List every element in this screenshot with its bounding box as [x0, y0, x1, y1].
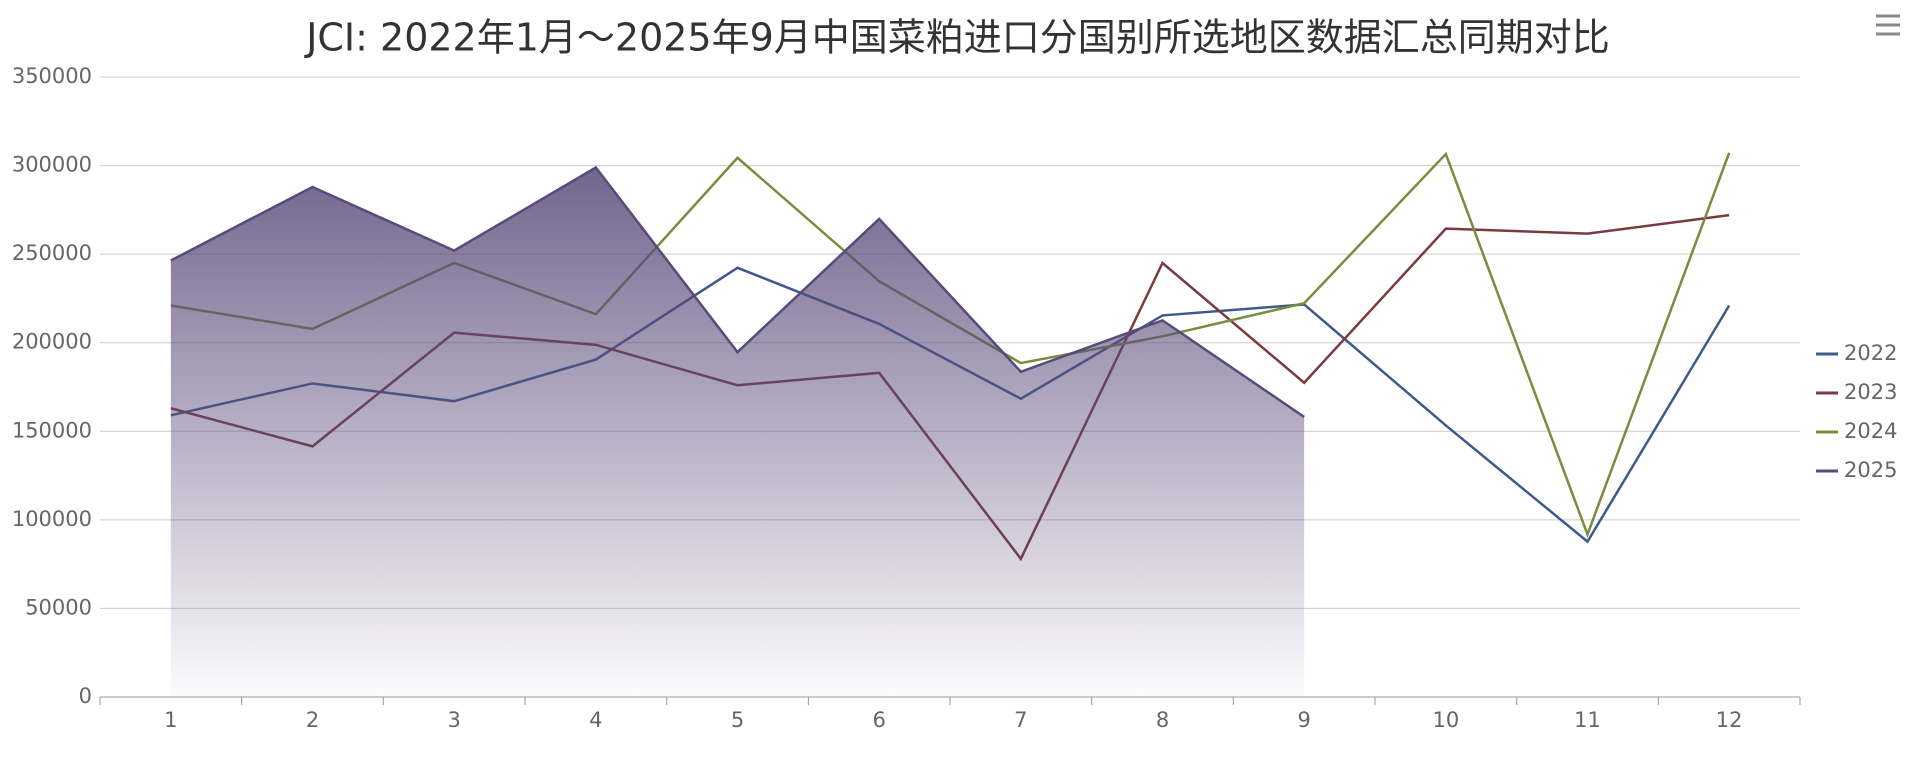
x-tick-label: 5 [731, 708, 744, 732]
y-tick-label: 50000 [25, 595, 92, 619]
legend-label: 2023 [1844, 380, 1897, 404]
x-tick-label: 11 [1574, 708, 1601, 732]
chart-title: JCI: 2022年1月～2025年9月中国菜粕进口分国别所选地区数据汇总同期对… [304, 16, 1610, 60]
y-tick-label: 100000 [12, 507, 92, 531]
y-tick-label: 350000 [12, 64, 92, 88]
x-tick-label: 8 [1156, 708, 1169, 732]
x-tick-label: 6 [872, 708, 885, 732]
x-tick-label: 2 [306, 708, 319, 732]
area [170, 167, 1305, 697]
x-tick-label: 12 [1716, 708, 1743, 732]
x-tick-label: 10 [1432, 708, 1459, 732]
legend-label: 2025 [1844, 458, 1897, 482]
menu-icon[interactable] [1876, 14, 1900, 36]
y-tick-label: 300000 [12, 153, 92, 177]
x-tick-label: 4 [589, 708, 602, 732]
legend-label: 2022 [1844, 341, 1897, 365]
line [170, 165, 1305, 418]
x-tick-label: 3 [447, 708, 460, 732]
y-tick-label: 200000 [12, 330, 92, 354]
x-tick-label: 7 [1014, 708, 1027, 732]
x-tick-label: 1 [164, 708, 177, 732]
y-tick-label: 150000 [12, 418, 92, 442]
legend-label: 2024 [1844, 419, 1897, 443]
x-tick-label: 9 [1297, 708, 1310, 732]
y-tick-label: 0 [79, 684, 92, 708]
y-tick-label: 250000 [12, 241, 92, 265]
